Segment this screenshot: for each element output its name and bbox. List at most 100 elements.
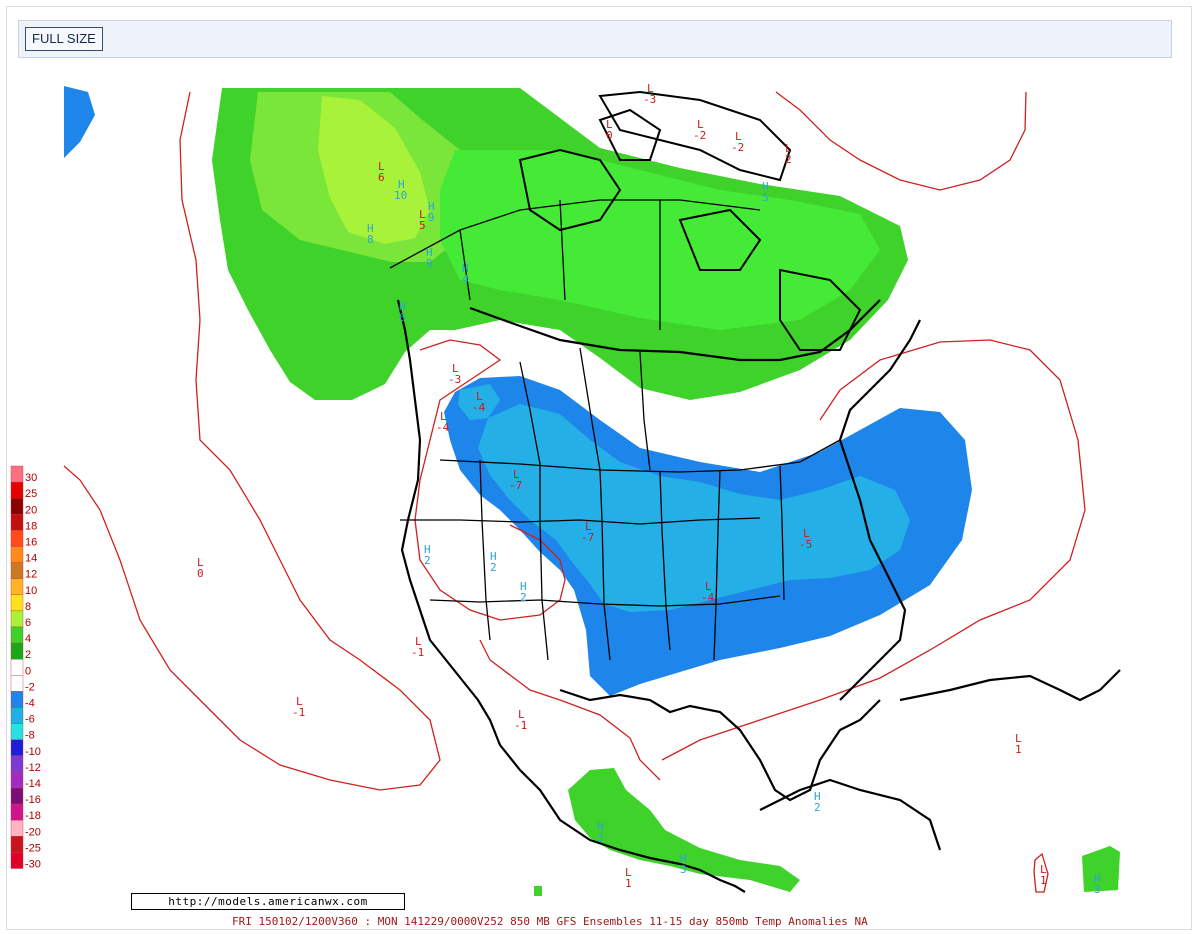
warm-anomaly-pacific-spot bbox=[534, 886, 542, 896]
svg-text:H: H bbox=[428, 200, 435, 213]
legend-label: -18 bbox=[25, 810, 41, 822]
svg-text:H: H bbox=[520, 580, 527, 593]
svg-text:H: H bbox=[597, 820, 604, 833]
high-marker: H9 bbox=[426, 246, 433, 270]
legend-swatch bbox=[10, 755, 24, 773]
legend-swatch bbox=[10, 675, 24, 692]
svg-text:3: 3 bbox=[680, 863, 687, 876]
svg-text:-7: -7 bbox=[509, 479, 522, 492]
legend-label: -16 bbox=[25, 794, 41, 806]
high-marker: H8 bbox=[367, 222, 374, 246]
legend-label: 30 bbox=[25, 472, 37, 484]
high-marker: H4 bbox=[462, 262, 469, 286]
legend-swatch bbox=[10, 852, 24, 869]
legend-swatch bbox=[10, 546, 24, 563]
svg-text:L: L bbox=[415, 635, 422, 648]
low-marker: L2 bbox=[785, 142, 792, 166]
zero-contours bbox=[63, 91, 1086, 893]
svg-text:-7: -7 bbox=[581, 531, 594, 544]
svg-text:L: L bbox=[440, 410, 447, 423]
toolbar: FULL SIZE bbox=[18, 20, 1172, 58]
legend-label: 10 bbox=[25, 585, 37, 597]
legend-swatch bbox=[10, 530, 24, 547]
svg-text:L: L bbox=[785, 142, 792, 155]
svg-text:L: L bbox=[476, 390, 483, 403]
legend-swatch bbox=[10, 836, 24, 853]
low-marker: L1 bbox=[625, 866, 632, 890]
svg-text:1: 1 bbox=[1015, 743, 1022, 756]
legend-swatch bbox=[10, 723, 24, 740]
svg-text:2: 2 bbox=[814, 801, 821, 814]
svg-text:-3: -3 bbox=[643, 93, 656, 106]
legend-label: -2 bbox=[25, 681, 35, 693]
legend-label: -12 bbox=[25, 762, 41, 774]
map-caption: FRI 150102/1200V360 : MON 141229/0000V25… bbox=[232, 915, 868, 928]
svg-text:L: L bbox=[513, 468, 520, 481]
svg-text:L: L bbox=[735, 130, 742, 143]
high-marker: H5 bbox=[762, 180, 769, 204]
legend-label: 20 bbox=[25, 504, 37, 516]
legend-label: -14 bbox=[25, 778, 41, 790]
high-marker: H2 bbox=[424, 543, 431, 567]
low-marker: L-3 bbox=[448, 362, 461, 386]
legend-swatch bbox=[10, 465, 24, 483]
legend-label: 25 bbox=[25, 488, 37, 500]
legend-swatch bbox=[10, 691, 24, 708]
svg-text:10: 10 bbox=[394, 189, 407, 202]
svg-text:L: L bbox=[1040, 863, 1047, 876]
low-marker: L1 bbox=[1040, 863, 1047, 887]
svg-text:H: H bbox=[762, 180, 769, 193]
legend-swatch bbox=[10, 739, 24, 757]
svg-text:L: L bbox=[197, 556, 204, 569]
arctic-islands bbox=[518, 90, 862, 351]
svg-text:8: 8 bbox=[367, 233, 374, 246]
svg-text:L: L bbox=[697, 118, 704, 131]
legend-swatch bbox=[10, 514, 24, 531]
legend-label: 16 bbox=[25, 537, 37, 549]
legend-label: -4 bbox=[25, 698, 35, 710]
svg-text:H: H bbox=[399, 300, 406, 313]
high-marker: H6 bbox=[399, 300, 406, 324]
svg-text:L: L bbox=[452, 362, 459, 375]
legend-swatch bbox=[10, 803, 24, 821]
legend-swatch bbox=[10, 594, 24, 612]
high-marker: H9 bbox=[428, 200, 435, 224]
legend-label: -6 bbox=[25, 714, 35, 726]
political-borders bbox=[389, 199, 841, 661]
svg-text:2: 2 bbox=[424, 554, 431, 567]
low-marker: L-2 bbox=[693, 118, 706, 142]
svg-text:1: 1 bbox=[625, 877, 632, 890]
legend-swatch bbox=[10, 498, 24, 515]
low-marker: L-1 bbox=[514, 708, 527, 732]
svg-text:6: 6 bbox=[378, 171, 385, 184]
low-marker: L-2 bbox=[731, 130, 744, 154]
legend-swatch bbox=[10, 562, 24, 579]
svg-text:0: 0 bbox=[606, 129, 613, 142]
svg-text:L: L bbox=[647, 82, 654, 95]
svg-text:2: 2 bbox=[520, 591, 527, 604]
low-marker: L0 bbox=[606, 118, 613, 142]
svg-text:5: 5 bbox=[419, 219, 426, 232]
legend-label: 14 bbox=[25, 553, 37, 565]
svg-text:-2: -2 bbox=[731, 141, 744, 154]
legend-label: -30 bbox=[25, 859, 41, 871]
legend-swatch bbox=[10, 659, 24, 676]
warm-anomaly-mexico bbox=[568, 768, 800, 892]
svg-text:L: L bbox=[705, 580, 712, 593]
full-size-button[interactable]: FULL SIZE bbox=[25, 27, 103, 51]
legend-label: 0 bbox=[25, 665, 31, 677]
high-marker: H3 bbox=[680, 852, 687, 876]
svg-text:-1: -1 bbox=[292, 706, 305, 719]
svg-text:9: 9 bbox=[426, 257, 433, 270]
cold-anomaly-nw-pacific bbox=[64, 86, 95, 158]
svg-text:3: 3 bbox=[597, 831, 604, 844]
low-marker: L-4 bbox=[436, 410, 450, 434]
legend-label: 4 bbox=[25, 633, 31, 645]
svg-text:9: 9 bbox=[428, 211, 435, 224]
svg-text:2: 2 bbox=[785, 153, 792, 166]
high-marker: H3 bbox=[597, 820, 604, 844]
legend-label: 12 bbox=[25, 569, 37, 581]
svg-text:6: 6 bbox=[399, 311, 406, 324]
